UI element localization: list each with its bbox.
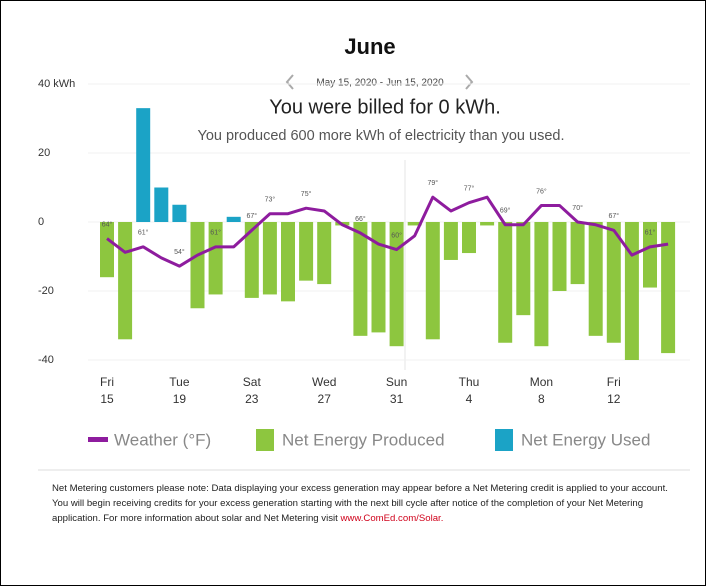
- bar: [589, 222, 603, 336]
- headline: You were billed for 0 kWh.: [269, 96, 501, 118]
- weather-label: 60°: [391, 231, 402, 239]
- bar: [281, 222, 295, 301]
- x-tick-day: 12: [607, 392, 621, 406]
- weather-label: 70°: [572, 204, 583, 212]
- x-tick-weekday: Wed: [312, 375, 336, 389]
- y-tick-label: 20: [38, 147, 50, 159]
- y-tick-label: 0: [38, 216, 44, 228]
- x-tick-weekday: Tue: [169, 375, 190, 389]
- x-tick-day: 23: [245, 392, 259, 406]
- bar: [353, 222, 367, 336]
- bar: [462, 222, 476, 253]
- bar: [498, 222, 512, 343]
- bar: [172, 205, 186, 222]
- bar: [480, 222, 494, 225]
- bar: [299, 222, 313, 281]
- subheadline: You produced 600 more kWh of electricity…: [197, 128, 564, 144]
- weather-label: 76°: [536, 187, 547, 195]
- bar: [534, 222, 548, 346]
- next-arrow[interactable]: [466, 75, 472, 89]
- y-tick-label: -40: [38, 354, 54, 366]
- legend-swatch: [495, 429, 513, 451]
- weather-label: 79°: [428, 179, 439, 187]
- y-tick-label: 40 kWh: [38, 78, 75, 90]
- weather-label: 66°: [355, 215, 366, 223]
- bar: [263, 222, 277, 294]
- x-tick-weekday: Fri: [100, 375, 114, 389]
- bar: [661, 222, 675, 353]
- x-tick-weekday: Fri: [607, 375, 621, 389]
- bar: [154, 188, 168, 223]
- weather-label: 64°: [102, 220, 113, 228]
- weather-label: 61°: [645, 229, 656, 237]
- bar: [227, 217, 241, 222]
- legend-label: Net Energy Produced: [282, 430, 445, 449]
- bar: [100, 222, 114, 277]
- weather-label: 73°: [265, 196, 276, 204]
- x-tick-weekday: Thu: [459, 375, 480, 389]
- bar: [317, 222, 331, 284]
- x-tick-day: 8: [538, 392, 545, 406]
- date-range: May 15, 2020 - Jun 15, 2020: [316, 78, 444, 89]
- chart-title: June: [344, 34, 395, 59]
- bar: [372, 222, 386, 332]
- weather-label: 67°: [247, 212, 258, 220]
- bar: [607, 222, 621, 343]
- weather-label: 67°: [609, 212, 620, 220]
- weather-label: 75°: [301, 190, 312, 198]
- weather-label: 69°: [500, 207, 511, 215]
- legend-label: Weather (°F): [114, 430, 211, 449]
- weather-label: 54°: [174, 248, 185, 256]
- bar: [625, 222, 639, 360]
- solar-link[interactable]: www.ComEd.com/Solar.: [340, 513, 443, 524]
- bar: [136, 108, 150, 222]
- x-tick-day: 27: [318, 392, 332, 406]
- prev-arrow[interactable]: [287, 75, 293, 89]
- weather-label: 77°: [464, 185, 475, 193]
- x-tick-day: 19: [173, 392, 187, 406]
- bar: [390, 222, 404, 346]
- legend-swatch: [88, 437, 108, 442]
- bar: [516, 222, 530, 315]
- legend-label: Net Energy Used: [521, 430, 650, 449]
- weather-label: 61°: [138, 229, 149, 237]
- bar: [191, 222, 205, 308]
- bar: [444, 222, 458, 260]
- x-tick-weekday: Sat: [243, 375, 262, 389]
- bar: [118, 222, 132, 339]
- weather-label: 61°: [210, 229, 221, 237]
- footnote: Net Metering customers please note: Data…: [52, 481, 677, 526]
- x-tick-day: 31: [390, 392, 404, 406]
- x-tick-day: 4: [466, 392, 473, 406]
- x-tick-weekday: Sun: [386, 375, 407, 389]
- x-tick-day: 15: [100, 392, 114, 406]
- legend-swatch: [256, 429, 274, 451]
- y-tick-label: -20: [38, 285, 54, 297]
- bar: [553, 222, 567, 291]
- bar: [426, 222, 440, 339]
- x-tick-weekday: Mon: [530, 375, 553, 389]
- bar: [571, 222, 585, 284]
